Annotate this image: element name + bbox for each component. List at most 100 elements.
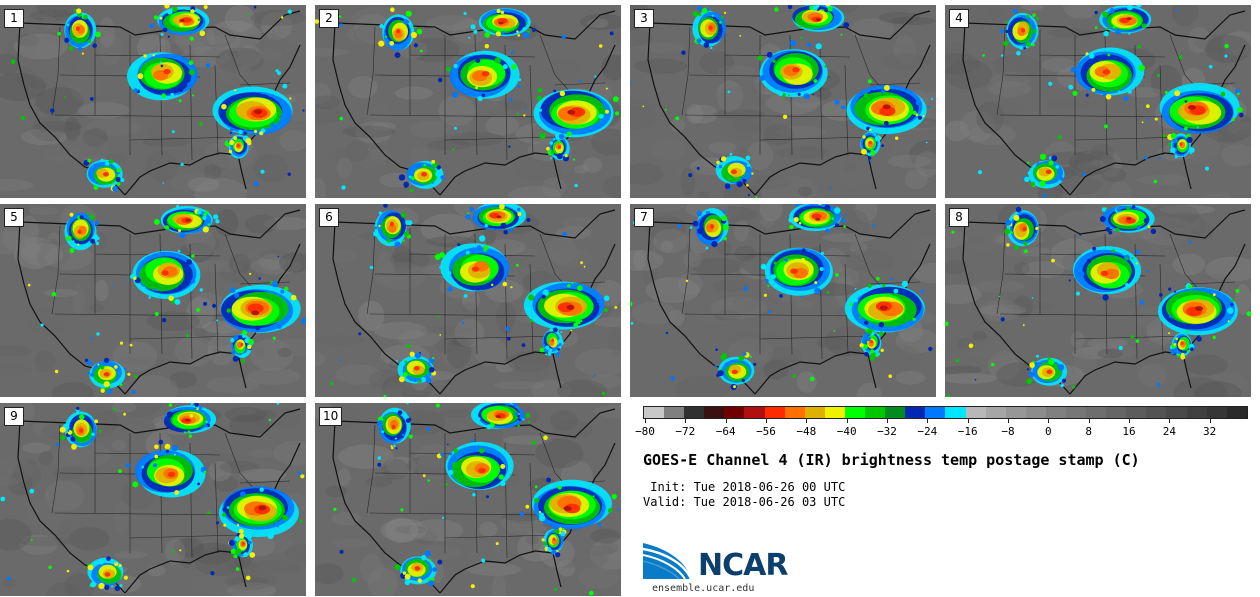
postage-stamp-panel: 2 xyxy=(315,5,621,198)
storm-cluster-northwest xyxy=(376,407,413,450)
storm-cluster-north xyxy=(163,403,217,438)
colorbar-box xyxy=(905,407,926,418)
ir-map xyxy=(0,403,306,596)
ir-map xyxy=(0,204,306,397)
colorbar-tick-label: −24 xyxy=(917,425,938,438)
colorbar-box xyxy=(784,407,805,418)
colorbar-tick-label: 0 xyxy=(1045,425,1052,438)
colorbar-tick-mark xyxy=(725,419,727,423)
colorbar-tick-label: 32 xyxy=(1203,425,1217,438)
storm-cluster-south xyxy=(1026,354,1068,388)
colorbar-box xyxy=(1005,407,1026,418)
figure-title: GOES-E Channel 4 (IR) brightness temp po… xyxy=(643,451,1140,469)
storm-cluster-southeast xyxy=(1167,133,1195,159)
storm-cluster-south xyxy=(714,352,757,391)
colorbar-box xyxy=(1065,407,1087,418)
storm-cluster-central xyxy=(760,247,839,298)
ncar-logo-icon xyxy=(643,543,693,580)
storm-cluster-central xyxy=(129,249,203,305)
storm-cluster-central xyxy=(437,44,522,102)
panel-number-label: 7 xyxy=(634,208,654,227)
colorbar-box xyxy=(704,407,725,418)
colorbar-box xyxy=(1146,407,1167,418)
init-time: Init: Tue 2018-06-26 00 UTC xyxy=(643,480,846,494)
panel-number-label: 9 xyxy=(4,407,24,426)
colorbar-tick-label: 16 xyxy=(1122,425,1136,438)
storm-cluster-central xyxy=(127,52,198,103)
colorbar-tick-mark xyxy=(1209,419,1211,423)
storm-cluster-south xyxy=(398,159,445,193)
colorbar-box xyxy=(985,407,1006,418)
colorbar-box xyxy=(1166,407,1187,418)
ir-map xyxy=(0,5,306,198)
colorbar-box xyxy=(1025,407,1046,418)
storm-cluster-east xyxy=(523,87,619,140)
panel-number-label: 6 xyxy=(319,208,339,227)
valid-time: Valid: Tue 2018-06-26 03 UTC xyxy=(643,495,846,509)
storm-cluster-south xyxy=(394,550,443,587)
storm-cluster-central xyxy=(1068,47,1145,101)
colorbar-box xyxy=(664,407,685,418)
storm-cluster-north xyxy=(471,403,531,430)
colorbar-ticks: −80 −72 −64 −56 −48 −40 −32 −24 −16 −8 0 8 16 24 32 xyxy=(635,419,1248,441)
colorbar-box xyxy=(824,407,845,418)
colorbar-tick-label: −32 xyxy=(877,425,897,438)
colorbar-tick-mark xyxy=(645,419,646,423)
colorbar-tick-mark xyxy=(846,419,848,423)
storm-cluster-northwest xyxy=(59,406,99,450)
colorbar-tick-mark xyxy=(766,419,767,423)
storm-cluster-southeast xyxy=(541,524,567,558)
panel-number-label: 4 xyxy=(949,9,969,28)
colorbar-box xyxy=(925,407,946,418)
panel-number-label: 8 xyxy=(949,208,969,227)
panel-number-label: 3 xyxy=(634,9,654,28)
ir-map xyxy=(315,403,621,596)
storm-cluster-north xyxy=(788,204,847,233)
storm-cluster-south xyxy=(86,357,131,395)
colorbar-box xyxy=(965,407,986,418)
storm-cluster-southeast xyxy=(546,133,570,162)
storm-cluster-north xyxy=(1099,204,1157,235)
colorbar-tick-label: −40 xyxy=(836,425,857,438)
colorbar-box xyxy=(1086,407,1107,418)
storm-cluster-northwest xyxy=(1004,206,1039,254)
panel-number-label: 2 xyxy=(319,9,339,28)
storm-cluster-central xyxy=(436,439,514,499)
storm-cluster-north xyxy=(153,204,220,239)
storm-cluster-northwest xyxy=(64,212,100,253)
storm-cluster-east xyxy=(525,477,620,532)
colorbar-box xyxy=(1186,407,1207,418)
storm-cluster-central xyxy=(757,40,828,100)
storm-cluster-northwest xyxy=(373,204,413,248)
colorbar-tick-label: −64 xyxy=(715,425,736,438)
colorbar-box xyxy=(865,407,886,418)
colorbar-tick-label: 24 xyxy=(1162,425,1176,438)
colorbar-box xyxy=(764,407,785,418)
colorbar-tick-mark xyxy=(806,419,808,423)
storm-cluster-north xyxy=(1094,5,1152,37)
postage-stamp-panel: 4 xyxy=(945,5,1251,198)
storm-cluster-northwest xyxy=(689,208,729,250)
storm-cluster-south xyxy=(715,152,754,191)
storm-cluster-north xyxy=(470,8,536,39)
colorbar-box xyxy=(644,407,665,418)
colorbar-box xyxy=(1206,407,1227,418)
postage-stamp-panel: 7 xyxy=(630,204,936,397)
storm-cluster-southeast xyxy=(228,528,256,559)
storm-cluster-east xyxy=(834,79,934,140)
storm-cluster-southeast xyxy=(224,129,252,159)
storm-cluster-north xyxy=(787,5,850,32)
colorbar-box xyxy=(844,407,866,418)
website-url: ensemble.ucar.edu xyxy=(652,583,755,594)
storm-cluster-central xyxy=(434,235,519,298)
storm-cluster-south xyxy=(83,158,125,192)
storm-cluster-southeast xyxy=(230,330,254,363)
postage-stamp-panel: 5 xyxy=(0,204,306,397)
storm-cluster-northwest xyxy=(1000,8,1039,50)
postage-stamp-panel: 3 xyxy=(630,5,936,198)
storm-cluster-central xyxy=(1068,246,1149,301)
storm-cluster-northwest xyxy=(57,8,101,55)
storm-cluster-southeast xyxy=(1169,330,1196,360)
colorbar-tick-label: −16 xyxy=(957,425,978,438)
colorbar-tick-mark xyxy=(927,419,929,423)
